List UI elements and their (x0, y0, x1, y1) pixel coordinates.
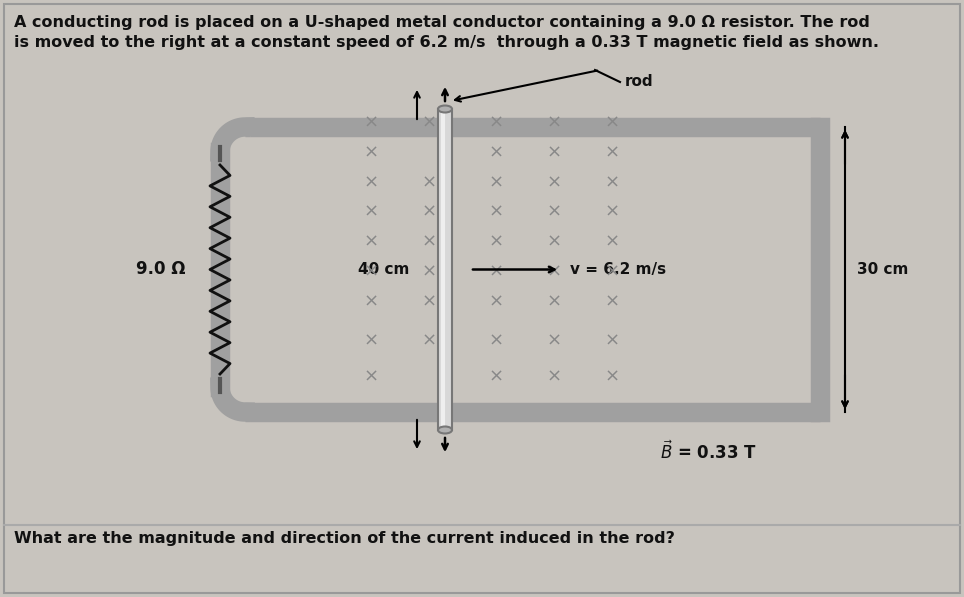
Bar (438, 109, 452, 430)
Text: ×: × (489, 367, 504, 385)
Text: ×: × (363, 143, 379, 161)
Text: ×: × (547, 113, 562, 131)
Text: 30 cm: 30 cm (857, 262, 908, 277)
Text: ×: × (547, 173, 562, 191)
Text: ×: × (604, 263, 620, 281)
Ellipse shape (438, 106, 452, 112)
Text: ×: × (489, 331, 504, 349)
Ellipse shape (438, 426, 452, 433)
Text: ×: × (547, 293, 562, 310)
Text: ×: × (363, 203, 379, 221)
Text: 40 cm: 40 cm (358, 262, 409, 277)
Text: ×: × (421, 263, 437, 281)
Text: rod: rod (625, 75, 654, 90)
Text: ×: × (547, 367, 562, 385)
Text: ×: × (421, 113, 437, 131)
Text: ×: × (489, 143, 504, 161)
Text: ×: × (547, 203, 562, 221)
Text: ×: × (604, 143, 620, 161)
Text: ×: × (604, 331, 620, 349)
Text: 9.0 Ω: 9.0 Ω (136, 260, 185, 278)
Text: ×: × (604, 113, 620, 131)
Text: ×: × (604, 293, 620, 310)
Text: ×: × (363, 367, 379, 385)
Text: ×: × (489, 203, 504, 221)
Text: ×: × (421, 203, 437, 221)
Text: ×: × (363, 263, 379, 281)
Text: A conducting rod is placed on a U-shaped metal conductor containing a 9.0 Ω resi: A conducting rod is placed on a U-shaped… (14, 15, 879, 50)
Text: ×: × (547, 233, 562, 251)
Text: ×: × (547, 143, 562, 161)
Text: ×: × (547, 263, 562, 281)
Text: What are the magnitude and direction of the current induced in the rod?: What are the magnitude and direction of … (14, 531, 675, 546)
Text: ×: × (489, 113, 504, 131)
Text: ×: × (363, 233, 379, 251)
Text: ×: × (489, 233, 504, 251)
Text: ×: × (363, 331, 379, 349)
Text: ×: × (604, 203, 620, 221)
Text: v = 6.2 m/s: v = 6.2 m/s (570, 262, 666, 277)
Text: ×: × (489, 293, 504, 310)
Text: ×: × (421, 233, 437, 251)
Text: ×: × (363, 293, 379, 310)
Text: ×: × (604, 233, 620, 251)
Text: ×: × (604, 173, 620, 191)
Text: ×: × (421, 173, 437, 191)
Text: ×: × (547, 331, 562, 349)
Text: ×: × (421, 331, 437, 349)
Text: $\vec{B}$ = 0.33 T: $\vec{B}$ = 0.33 T (660, 441, 757, 463)
Text: ×: × (489, 263, 504, 281)
Text: ×: × (604, 367, 620, 385)
Text: ×: × (363, 173, 379, 191)
Text: ×: × (489, 173, 504, 191)
Text: ×: × (363, 113, 379, 131)
Text: ×: × (421, 293, 437, 310)
